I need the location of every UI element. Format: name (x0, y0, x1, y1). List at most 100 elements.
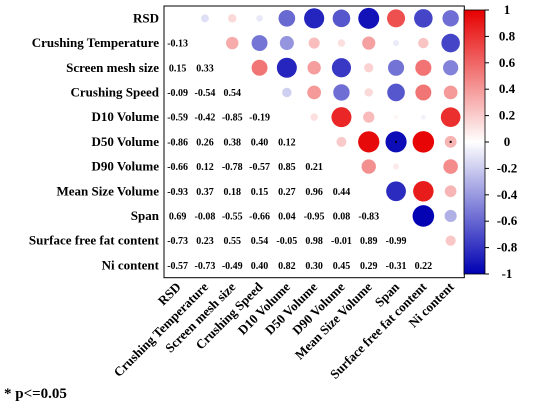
coefficient-label: -0.31 (386, 261, 407, 272)
coefficient-label: 0.96 (305, 187, 323, 198)
coefficient-label: 0.38 (224, 137, 242, 148)
correlation-circle (337, 39, 346, 47)
colorbar-tick-label: -0.6 (497, 213, 518, 228)
coefficient-label: 0.44 (333, 187, 351, 198)
correlation-circle (412, 131, 435, 153)
correlation-circle (256, 15, 263, 22)
correlation-circle (418, 37, 429, 49)
coefficient-label: 0.22 (415, 261, 433, 272)
coefficient-label: -0.49 (222, 261, 243, 272)
coefficient-label: 0.33 (196, 63, 214, 74)
colorbar-tick-label: 0.2 (499, 108, 515, 123)
coefficient-label: 0.15 (169, 63, 187, 74)
coefficient-label: -0.83 (358, 211, 379, 222)
coefficient-label: -0.85 (222, 113, 243, 124)
correlation-circle (308, 37, 320, 49)
correlation-circle (228, 14, 237, 23)
coefficient-label: 0.89 (360, 236, 378, 247)
coefficient-label: 0.21 (305, 162, 323, 173)
correlation-circle (388, 59, 405, 76)
coefficient-label: 0.08 (333, 211, 351, 222)
correlation-circle (362, 36, 376, 50)
correlation-circle (422, 165, 425, 168)
correlation-circle (304, 8, 325, 29)
correlation-circle (443, 159, 458, 174)
colorbar: 1 0.8 0.6 0.4 0.2 0 -0.2 -0.4 -0.6 -0.8 -1 (463, 2, 518, 281)
row-label: Surface free fat content (29, 233, 160, 248)
correlation-circle (310, 113, 318, 121)
coefficient-label: -0.86 (167, 137, 188, 148)
coefficient-label: 0.69 (169, 211, 187, 222)
correlation-circle (444, 185, 457, 198)
row-label: Crushing Speed (71, 84, 160, 99)
coefficient-label: 0.30 (305, 261, 323, 272)
coefficient-label: -0.55 (222, 211, 243, 222)
coefficient-label: 0.23 (196, 236, 214, 247)
row-label: D50 Volume (91, 134, 159, 149)
correlation-circle (201, 14, 209, 23)
correlation-circle (332, 9, 351, 28)
correlation-circle (331, 107, 352, 128)
coefficient-label: 0.26 (196, 137, 214, 148)
row-label: Span (131, 208, 160, 223)
correlation-circle (393, 114, 399, 120)
row-label: D90 Volume (91, 159, 159, 174)
coefficient-label: -0.42 (195, 113, 216, 124)
correlation-circle (364, 88, 373, 97)
coefficient-label: -0.57 (249, 162, 270, 173)
correlation-circle (440, 107, 461, 127)
correlation-circle (443, 60, 459, 76)
correlation-circle (420, 114, 426, 120)
correlation-circle (442, 10, 459, 27)
colorbar-tick-label: 0 (504, 134, 511, 149)
coefficient-label: 0.27 (278, 187, 296, 198)
correlation-circle (251, 59, 268, 76)
colorbar-tick-label: -0.4 (497, 187, 518, 202)
correlation-circle (333, 84, 350, 101)
significance-marker (394, 140, 398, 143)
row-label: Mean Size Volume (56, 183, 159, 198)
coefficient-label: 0.12 (278, 137, 296, 148)
colorbar-tick-label: 0.8 (499, 28, 516, 43)
correlation-circle (278, 10, 296, 27)
coefficient-label: -0.66 (167, 162, 188, 173)
coefficient-label: 0.37 (196, 187, 214, 198)
correlation-circle (358, 131, 380, 153)
row-label: D10 Volume (91, 109, 159, 124)
coefficient-label: -0.59 (167, 113, 188, 124)
coefficient-label: -0.09 (167, 88, 188, 99)
coefficient-label: -0.73 (195, 261, 216, 272)
colorbar-tick-label: -0.8 (497, 240, 518, 255)
correlation-circle (444, 209, 457, 222)
coefficient-label: -0.66 (249, 211, 270, 222)
coefficient-label: -0.54 (195, 88, 216, 99)
coefficient-label: 0.82 (278, 261, 296, 272)
coefficient-label: 0.40 (251, 137, 269, 148)
coefficient-label: 0.04 (278, 211, 296, 222)
coefficient-label: 0.98 (305, 236, 323, 247)
correlation-circle (282, 87, 292, 98)
coefficient-label: 0.85 (278, 162, 296, 173)
coefficient-label: -0.01 (331, 236, 352, 247)
correlation-circle (331, 58, 352, 78)
colorbar-tick-label: 0.4 (499, 81, 516, 96)
correlation-circle (276, 57, 297, 78)
upper-triangle-circles (201, 7, 461, 246)
coefficient-label: 0.29 (360, 261, 378, 272)
colorbar-tick-label: -1 (502, 266, 513, 281)
row-label: RSD (133, 10, 159, 25)
correlation-circle (386, 181, 406, 202)
correlation-circle (358, 7, 380, 29)
colorbar-tick-label: -0.2 (497, 160, 518, 175)
correlation-circle (363, 111, 375, 123)
coefficient-label: -0.95 (304, 211, 325, 222)
colorbar-gradient (463, 9, 486, 275)
correlation-circle (307, 85, 322, 100)
coefficient-label: -0.05 (276, 236, 297, 247)
correlation-circle (392, 163, 400, 170)
correlation-circle (441, 33, 460, 53)
colorbar-tick-label: 1 (504, 2, 511, 17)
coefficient-label: 0.15 (251, 187, 269, 198)
